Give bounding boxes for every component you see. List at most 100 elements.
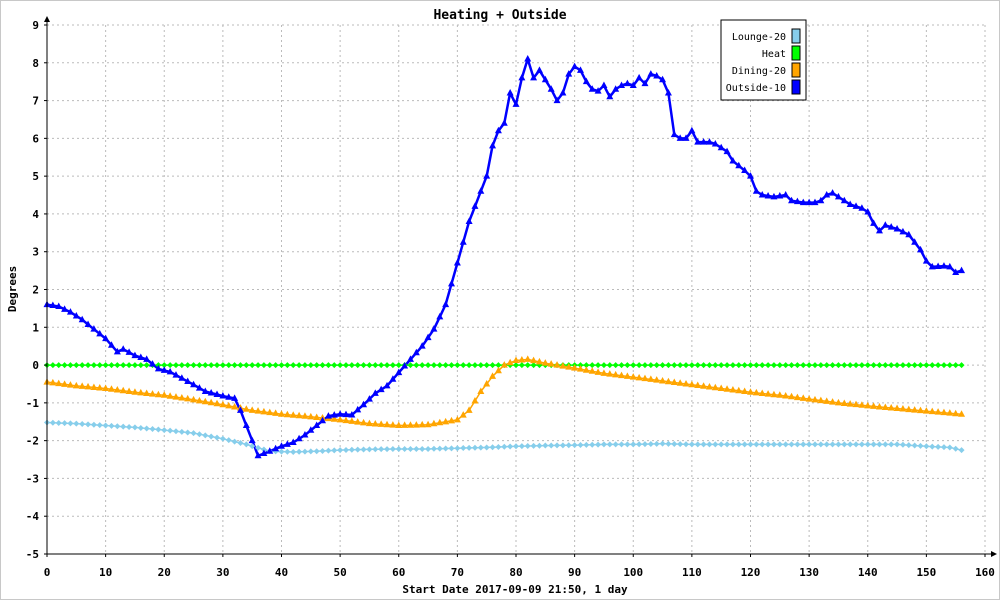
data-point [324, 412, 332, 419]
data-point [946, 409, 954, 416]
data-point [342, 410, 350, 418]
data-point [278, 410, 285, 417]
data-point [765, 441, 772, 448]
data-point [923, 443, 930, 450]
data-point [307, 426, 315, 433]
data-point [459, 411, 467, 418]
data-point [413, 445, 420, 452]
data-point [530, 442, 537, 449]
data-point [875, 402, 883, 410]
data-point [870, 402, 878, 409]
data-point [846, 200, 854, 207]
data-point [377, 385, 385, 393]
data-point [741, 387, 749, 395]
data-point [894, 441, 901, 448]
data-point [899, 441, 906, 448]
data-point [729, 157, 737, 164]
data-point [236, 406, 244, 413]
data-point [78, 315, 86, 323]
data-point [459, 238, 467, 245]
data-point [242, 421, 250, 429]
data-point [260, 362, 267, 369]
data-point [641, 374, 649, 382]
data-point [172, 371, 180, 378]
data-point [143, 389, 151, 396]
data-point [131, 424, 138, 431]
data-point [782, 191, 790, 198]
data-point [214, 434, 221, 441]
data-point [811, 362, 818, 369]
data-point [612, 441, 619, 448]
data-point [213, 399, 221, 407]
data-point [858, 441, 865, 448]
data-point [958, 410, 966, 417]
data-point [582, 77, 590, 85]
data-point [864, 208, 872, 215]
y-axis-arrow [44, 16, 50, 22]
y-tick-label: -4 [26, 510, 40, 523]
data-point [922, 257, 930, 264]
data-point [641, 362, 648, 369]
data-point [536, 442, 543, 449]
data-point [102, 422, 109, 429]
data-point [143, 425, 150, 432]
data-point [383, 381, 391, 389]
data-point [430, 362, 437, 369]
data-point [401, 445, 408, 452]
data-point [530, 356, 538, 364]
data-point [248, 406, 256, 413]
data-point [425, 362, 432, 369]
data-point [606, 92, 614, 100]
data-point [724, 441, 731, 448]
data-point [958, 266, 966, 274]
data-point [295, 434, 303, 442]
data-point [143, 362, 150, 369]
data-point [208, 433, 215, 440]
data-point [811, 441, 818, 448]
data-point [500, 119, 508, 126]
data-point [917, 406, 925, 414]
data-point [893, 404, 901, 412]
data-point [483, 444, 490, 451]
data-point [55, 302, 63, 310]
x-tick-label: 60 [392, 566, 405, 579]
data-point [847, 362, 854, 369]
data-point [636, 441, 643, 448]
x-tick-label: 70 [451, 566, 464, 579]
data-point [524, 362, 531, 369]
data-point [712, 362, 719, 369]
data-point [313, 421, 321, 429]
data-point [342, 446, 349, 453]
data-point [96, 362, 103, 369]
data-point [512, 356, 520, 364]
data-point [600, 369, 608, 376]
y-axis-label: Degrees [6, 266, 19, 312]
data-point [817, 396, 825, 404]
data-point [782, 441, 789, 448]
data-point [448, 279, 456, 287]
data-point [700, 362, 707, 369]
data-point [958, 362, 965, 369]
data-point [653, 72, 661, 79]
legend-swatch [791, 28, 801, 44]
data-point [641, 79, 649, 87]
data-point [107, 341, 115, 348]
y-tick-label: 9 [32, 19, 39, 32]
data-point [559, 362, 567, 369]
data-point [518, 355, 526, 363]
chart-title: Heating + Outside [433, 8, 566, 23]
data-point [67, 420, 74, 427]
data-point [61, 362, 68, 369]
data-point [718, 441, 725, 448]
data-point [160, 391, 168, 398]
data-point [506, 89, 514, 96]
data-point [817, 196, 825, 204]
data-point [829, 441, 836, 448]
data-point [846, 400, 854, 407]
data-point [66, 381, 74, 388]
data-point [864, 362, 871, 369]
data-point [372, 362, 379, 369]
data-point [313, 362, 320, 369]
data-point [278, 448, 285, 455]
data-point [905, 230, 913, 238]
